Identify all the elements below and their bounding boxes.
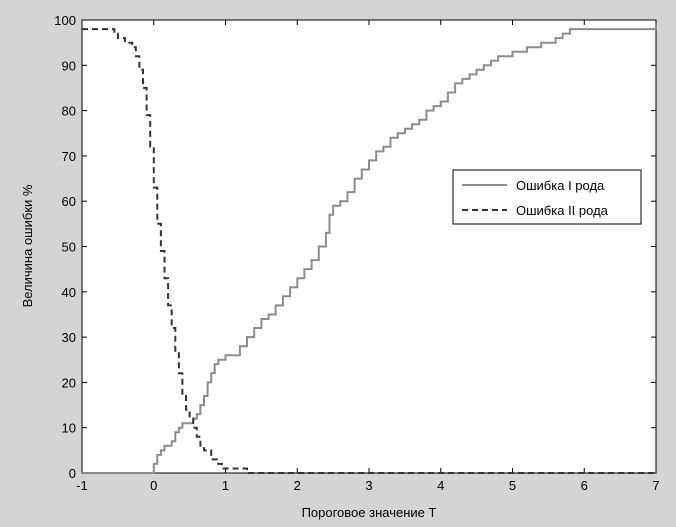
y-tick-label: 100 [54, 13, 76, 28]
legend-label-series-1: Ошибка I рода [516, 178, 605, 193]
y-axis-label: Величина ошибки % [20, 184, 35, 307]
legend-box [452, 169, 642, 225]
y-tick-label: 80 [62, 104, 76, 119]
y-tick-label: 50 [62, 240, 76, 255]
x-tick-label: 6 [581, 478, 588, 493]
y-tick-label: 30 [62, 330, 76, 345]
y-tick-label: 90 [62, 58, 76, 73]
x-tick-label: 4 [437, 478, 444, 493]
x-tick-label: 5 [509, 478, 516, 493]
x-axis-ticks: -1 0 1 2 3 4 5 6 7 [76, 20, 660, 493]
series-layer [82, 24, 657, 474]
legend: Ошибка I рода Ошибка II рода [452, 169, 642, 225]
y-tick-label: 70 [62, 149, 76, 164]
y-tick-label: 40 [62, 285, 76, 300]
x-tick-label: 3 [365, 478, 372, 493]
legend-label-series-2: Ошибка II рода [516, 203, 609, 218]
x-tick-label: 2 [294, 478, 301, 493]
x-tick-label: 0 [150, 478, 157, 493]
series-line-1 [82, 24, 657, 474]
y-tick-label: 10 [62, 421, 76, 436]
x-axis-label: Пороговое значение T [302, 505, 437, 520]
x-tick-label: 7 [652, 478, 659, 493]
x-tick-label: -1 [76, 478, 88, 493]
x-tick-label: 1 [222, 478, 229, 493]
y-tick-label: 0 [69, 466, 76, 481]
series-line-2 [82, 28, 656, 474]
y-tick-label: 20 [62, 375, 76, 390]
plot-area [81, 19, 657, 474]
y-tick-label: 60 [62, 194, 76, 209]
